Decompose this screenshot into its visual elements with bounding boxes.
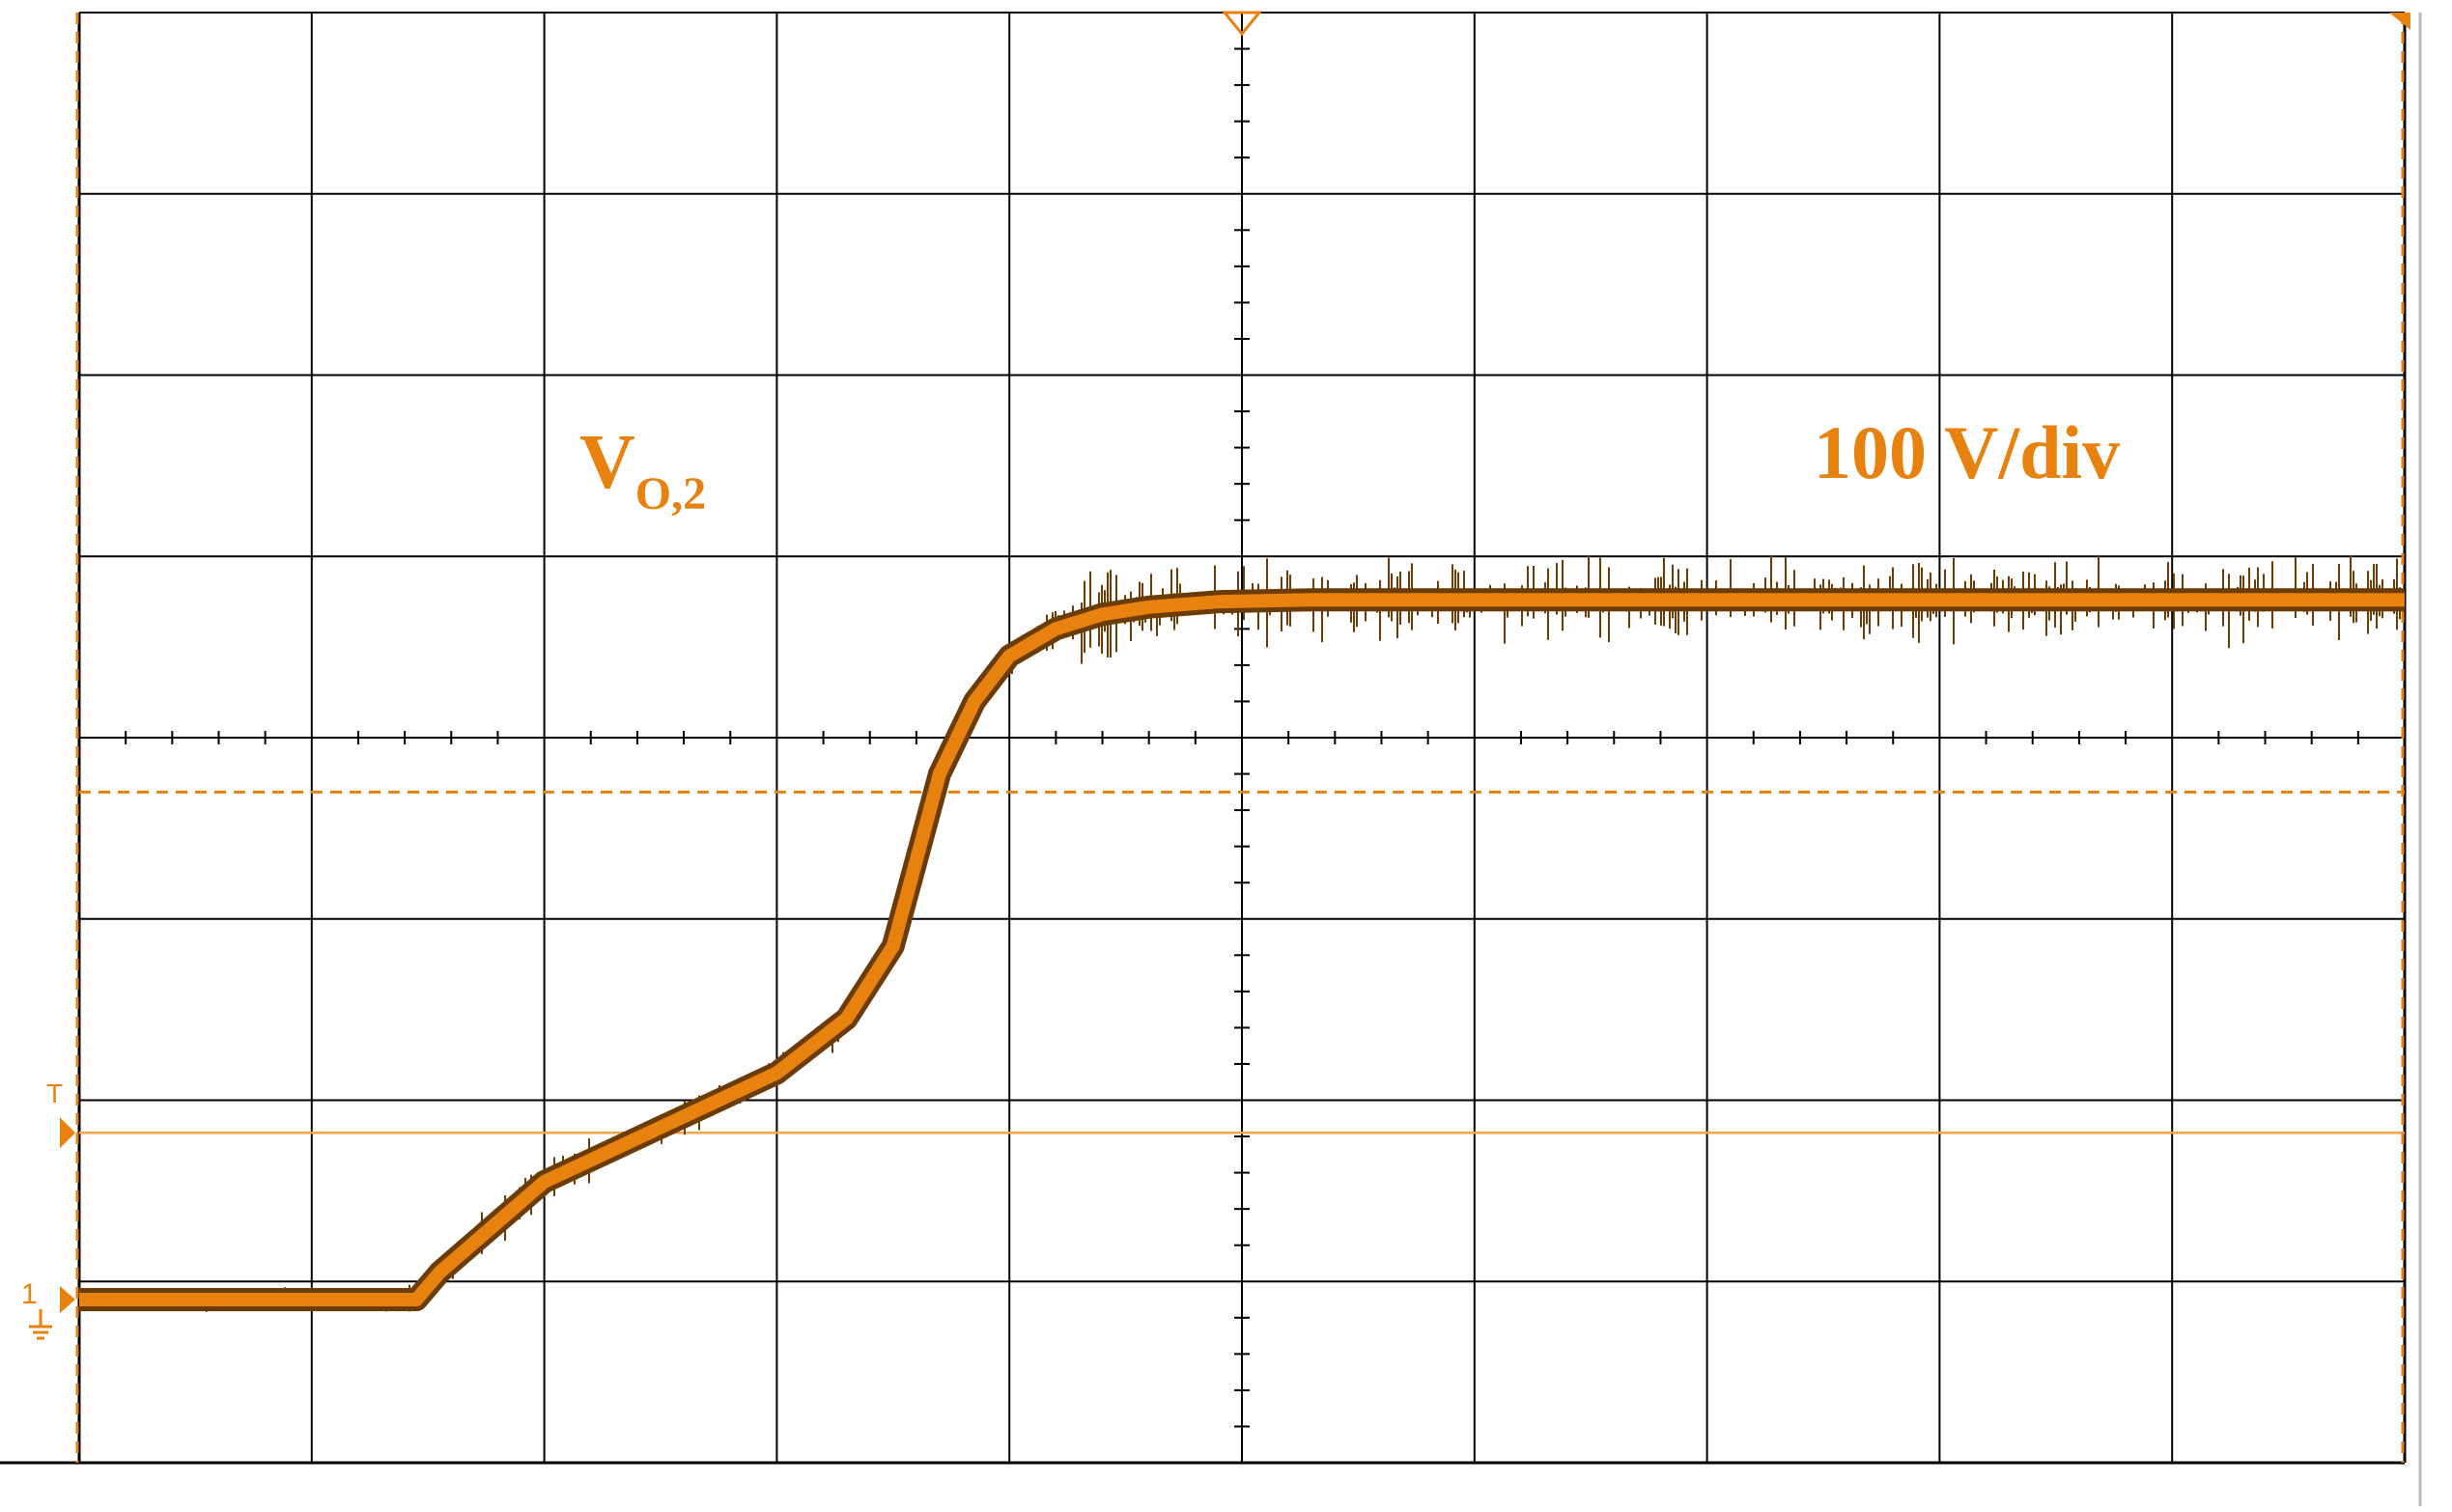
channel-ground-arrow — [60, 1286, 75, 1314]
corner-marker — [2389, 13, 2410, 30]
scale-label: 100 V/div — [1814, 410, 2120, 494]
trace-band-inner — [79, 593, 2405, 1307]
trigger-position-marker — [1221, 11, 1263, 37]
channel-ground-label: 1 — [21, 1278, 38, 1310]
waveform-trace — [79, 555, 2405, 1312]
reference-lines — [75, 13, 2422, 1506]
channel-markers — [29, 11, 2410, 1340]
trigger-label: T — [46, 1078, 63, 1108]
graticule-grid — [0, 12, 2407, 1465]
trigger-level-arrow — [60, 1117, 75, 1149]
series-label-vo2: VO,2 — [579, 420, 706, 519]
